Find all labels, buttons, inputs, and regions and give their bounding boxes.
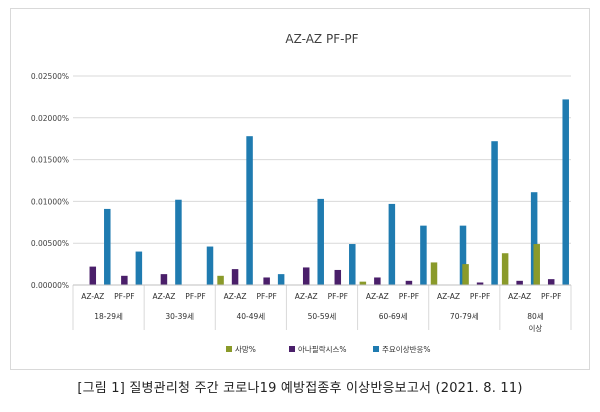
bar-anaphylaxis bbox=[160, 274, 168, 285]
bar-major-adverse bbox=[104, 208, 111, 285]
bar-major-adverse bbox=[175, 199, 182, 285]
bar-anaphylaxis bbox=[89, 266, 97, 285]
y-tick-label: 0.00000% bbox=[31, 281, 69, 290]
bar-anaphylaxis bbox=[334, 269, 342, 285]
x-group-label: 50-59세 bbox=[308, 312, 337, 321]
x-subcategory-label: PF-PF bbox=[185, 292, 205, 301]
bar-death bbox=[430, 262, 438, 285]
bar-anaphylaxis bbox=[263, 277, 270, 285]
x-group-label: 30-39세 bbox=[165, 312, 194, 321]
x-subcategory-label: AZ-AZ bbox=[224, 292, 247, 301]
bar-anaphylaxis bbox=[476, 282, 484, 285]
bar-anaphylaxis bbox=[405, 280, 413, 285]
x-group-label: 이상 bbox=[529, 323, 543, 333]
x-subcategory-label: PF-PF bbox=[114, 292, 134, 301]
x-subcategory-label: AZ-AZ bbox=[437, 292, 460, 301]
x-subcategory-label: AZ-AZ bbox=[295, 292, 318, 301]
bar-death bbox=[217, 275, 224, 285]
y-tick-label: 0.01500% bbox=[31, 156, 69, 165]
legend-swatch bbox=[373, 346, 379, 352]
y-tick-label: 0.00500% bbox=[31, 239, 69, 248]
x-group-label: 18-29세 bbox=[94, 312, 123, 321]
x-subcategory-label: PF-PF bbox=[470, 292, 490, 301]
x-subcategory-label: PF-PF bbox=[328, 292, 348, 301]
legend-swatch bbox=[289, 346, 295, 352]
x-subcategory-label: AZ-AZ bbox=[152, 292, 175, 301]
legend-swatch bbox=[226, 346, 232, 352]
bar-major-adverse bbox=[317, 198, 324, 285]
x-subcategory-label: AZ-AZ bbox=[508, 292, 531, 301]
bar-death bbox=[533, 244, 540, 285]
bar-major-adverse bbox=[420, 225, 427, 285]
bar-anaphylaxis bbox=[516, 280, 523, 285]
bar-anaphylaxis bbox=[302, 267, 310, 285]
bar-death bbox=[462, 264, 469, 285]
bar-anaphylaxis bbox=[121, 275, 128, 285]
bar-major-adverse bbox=[388, 203, 396, 285]
x-subcategory-label: PF-PF bbox=[541, 292, 561, 301]
chart-frame: AZ-AZ PF-PF 0.00000% 0.00500% 0.01000% 0.015… bbox=[10, 8, 590, 370]
y-tick-label: 0.02000% bbox=[31, 114, 69, 123]
bar-anaphylaxis bbox=[231, 269, 239, 285]
x-subcategory-label: AZ-AZ bbox=[81, 292, 104, 301]
bar-major-adverse bbox=[206, 246, 214, 285]
x-group-label: 40-49세 bbox=[237, 312, 266, 321]
legend-label: 아나필락시스% bbox=[298, 344, 347, 354]
x-group-label: 80세 bbox=[527, 312, 544, 321]
x-group-label: 60-69세 bbox=[379, 312, 408, 321]
legend-label: 주요이상반응% bbox=[382, 344, 431, 354]
x-subcategory-label: PF-PF bbox=[399, 292, 419, 301]
y-tick-label: 0.02500% bbox=[31, 72, 69, 81]
bar-anaphylaxis bbox=[374, 277, 381, 285]
bar-major-adverse bbox=[246, 136, 253, 285]
bar-death bbox=[359, 281, 367, 285]
y-tick-label: 0.01000% bbox=[31, 197, 69, 206]
chart-svg: AZ-AZ PF-PF 0.00000% 0.00500% 0.01000% 0.015… bbox=[31, 32, 572, 354]
chart-title: AZ-AZ PF-PF bbox=[285, 32, 358, 46]
bar-death bbox=[501, 253, 509, 285]
x-group-label: 70-79세 bbox=[450, 312, 479, 321]
bar-major-adverse bbox=[562, 99, 569, 286]
figure-caption: [그림 1] 질병관리청 주간 코로나19 예방접종후 이상반응보고서 (202… bbox=[77, 381, 523, 396]
bar-anaphylaxis bbox=[547, 279, 555, 285]
bar-major-adverse bbox=[459, 225, 467, 285]
bar-major-adverse bbox=[135, 251, 143, 285]
x-subcategory-label: AZ-AZ bbox=[366, 292, 389, 301]
legend-label: 사망% bbox=[235, 344, 256, 354]
bar-major-adverse bbox=[277, 274, 285, 285]
bar-major-adverse bbox=[530, 192, 538, 285]
bar-major-adverse bbox=[349, 244, 356, 285]
bar-major-adverse bbox=[491, 141, 498, 285]
x-subcategory-label: PF-PF bbox=[256, 292, 276, 301]
